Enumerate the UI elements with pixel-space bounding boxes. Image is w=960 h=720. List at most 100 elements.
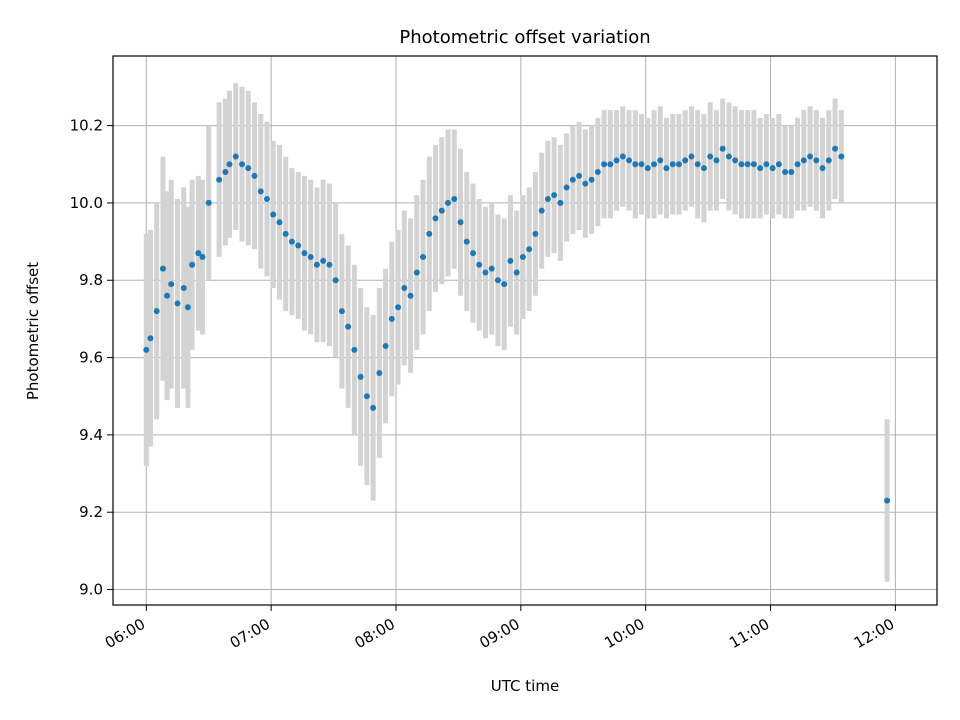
y-tick-label: 9.2 — [79, 503, 103, 521]
plot-frame — [112, 55, 938, 606]
data-point — [216, 176, 223, 183]
data-point — [469, 250, 476, 257]
data-point — [407, 292, 414, 299]
data-point — [189, 261, 196, 268]
data-point — [563, 184, 570, 191]
data-point — [351, 346, 358, 353]
data-point — [245, 165, 252, 172]
data-point — [651, 161, 658, 168]
data-point — [307, 254, 314, 261]
data-point — [420, 254, 427, 261]
data-point — [825, 157, 832, 164]
data-point — [538, 207, 545, 214]
data-point — [199, 254, 206, 261]
data-point — [682, 157, 689, 164]
data-point — [551, 192, 558, 199]
data-point — [338, 308, 345, 315]
data-point — [626, 157, 633, 164]
data-point — [713, 157, 720, 164]
x-axis-label: UTC time — [491, 677, 559, 695]
data-point — [688, 153, 695, 160]
data-point — [884, 497, 891, 504]
data-point — [813, 157, 820, 164]
data-point — [488, 265, 495, 272]
y-tick-label: 9.8 — [79, 271, 103, 289]
data-point — [282, 230, 289, 237]
data-point — [638, 161, 645, 168]
data-point — [832, 145, 839, 152]
data-point — [700, 165, 707, 172]
data-point — [569, 176, 576, 183]
y-tick-label: 9.4 — [79, 426, 103, 444]
data-point — [482, 269, 489, 276]
data-point — [276, 219, 283, 226]
data-point — [663, 165, 670, 172]
data-point — [757, 165, 764, 172]
y-tick-label: 10.2 — [70, 117, 103, 135]
data-point — [270, 211, 277, 218]
data-point — [532, 230, 539, 237]
data-point — [463, 238, 470, 245]
data-point — [326, 261, 333, 268]
data-point — [239, 161, 246, 168]
data-point — [357, 373, 364, 380]
data-point — [301, 250, 308, 257]
data-point — [694, 161, 701, 168]
data-point — [582, 180, 589, 187]
data-point — [147, 335, 154, 342]
data-point — [613, 157, 620, 164]
data-point — [675, 161, 682, 168]
data-point — [744, 161, 751, 168]
data-point — [657, 157, 664, 164]
data-point — [143, 346, 150, 353]
y-tick-label: 10.0 — [70, 194, 103, 212]
data-point — [782, 168, 789, 175]
data-point — [838, 153, 845, 160]
data-point — [501, 281, 508, 288]
y-axis-label: Photometric offset — [24, 262, 42, 400]
data-point — [395, 304, 402, 311]
data-point — [159, 265, 166, 272]
data-point — [153, 308, 160, 315]
data-point — [438, 207, 445, 214]
data-point — [376, 370, 383, 377]
data-point — [413, 269, 420, 276]
data-point — [388, 315, 395, 322]
data-point — [432, 215, 439, 222]
data-point — [788, 168, 795, 175]
data-point — [576, 172, 583, 179]
data-point — [619, 153, 626, 160]
data-point — [451, 196, 458, 203]
data-point — [607, 161, 614, 168]
data-point — [257, 188, 264, 195]
data-point — [800, 157, 807, 164]
data-point — [588, 176, 595, 183]
data-point — [526, 246, 533, 253]
data-point — [476, 261, 483, 268]
data-point — [288, 238, 295, 245]
data-point — [168, 281, 175, 288]
data-point — [807, 153, 814, 160]
data-point — [205, 199, 212, 206]
data-point — [313, 261, 320, 268]
data-points — [143, 145, 891, 504]
y-tick-label: 9.0 — [79, 581, 103, 599]
data-point — [164, 292, 171, 299]
data-point — [769, 165, 776, 172]
data-point — [669, 161, 676, 168]
data-point — [195, 250, 202, 257]
data-point — [320, 257, 327, 264]
data-point — [370, 404, 377, 411]
chart-title: Photometric offset variation — [399, 27, 650, 48]
data-point — [184, 304, 191, 311]
data-point — [632, 161, 639, 168]
data-point — [725, 153, 732, 160]
data-point — [544, 196, 551, 203]
data-point — [594, 168, 601, 175]
y-axis-ticks: 9.0 9.2 9.4 9.6 9.8 10.0 10.2 — [70, 117, 113, 599]
y-tick-label: 9.6 — [79, 349, 103, 367]
data-point — [750, 161, 757, 168]
data-point — [732, 157, 739, 164]
data-point — [519, 254, 526, 261]
data-point — [222, 168, 229, 175]
